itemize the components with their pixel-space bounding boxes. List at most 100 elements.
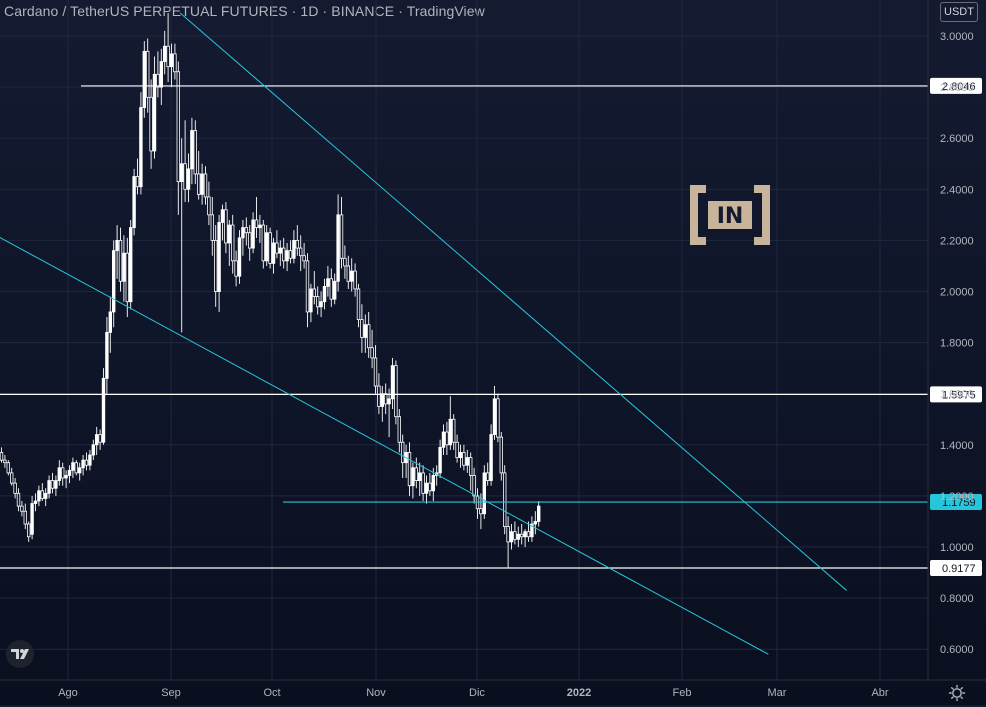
y-tick-label: 1.2000 <box>940 491 974 503</box>
candle-body-up <box>509 531 514 543</box>
candle <box>220 204 225 241</box>
settings-gear-icon[interactable] <box>948 684 966 702</box>
candle-body-up <box>57 467 61 481</box>
candle <box>407 442 412 496</box>
candle-body-up <box>319 301 323 308</box>
candle <box>200 163 204 205</box>
candle-body-up <box>285 250 289 262</box>
candle <box>132 168 136 236</box>
x-tick-label: Sep <box>161 687 181 699</box>
candle-body-down <box>193 130 197 175</box>
candle <box>349 258 354 292</box>
candle-body-up <box>67 469 72 476</box>
candle-body-down <box>373 357 378 387</box>
candle-body-down <box>496 398 500 438</box>
candle-body-down <box>288 250 293 259</box>
x-tick-label: Feb <box>673 687 692 699</box>
candle-body-up <box>251 219 255 249</box>
candle <box>179 138 184 333</box>
candle <box>462 444 466 471</box>
candle-body-up <box>309 288 313 313</box>
candle-body-up <box>217 222 221 292</box>
candle-body-down <box>394 365 398 418</box>
candle <box>417 462 422 496</box>
candle-body-down <box>23 510 27 525</box>
candle-body-down <box>26 523 31 538</box>
candle-body-up <box>322 285 327 303</box>
currency-badge[interactable]: USDT <box>940 2 978 22</box>
candle <box>530 516 534 542</box>
candle-body-down <box>145 50 150 98</box>
candle-body-down <box>499 436 503 474</box>
candle-body-down <box>513 531 517 540</box>
candle <box>156 51 160 98</box>
candle-body-down <box>173 53 177 73</box>
candle <box>40 483 44 502</box>
x-tick-label: Mar <box>768 687 787 699</box>
candle-body-down <box>281 247 286 262</box>
candle <box>346 255 350 289</box>
candle-body-down <box>370 347 374 359</box>
candle-body-down <box>20 505 24 512</box>
candle <box>67 465 72 484</box>
beincrypto-watermark: IN <box>688 183 772 247</box>
candle-body-up <box>108 311 112 333</box>
candle <box>468 452 473 491</box>
candle-body-up <box>448 418 452 446</box>
candle-body-up <box>64 475 68 479</box>
candle <box>315 286 320 315</box>
candle <box>115 225 119 279</box>
candle <box>37 485 41 507</box>
tradingview-logo-icon[interactable] <box>6 640 34 668</box>
candle <box>326 265 330 297</box>
candle <box>169 43 174 88</box>
candle <box>149 79 153 169</box>
candle <box>485 462 490 486</box>
candle <box>196 150 201 200</box>
candle-body-down <box>445 431 449 446</box>
candle <box>377 373 381 415</box>
candle-body-up <box>139 107 143 188</box>
candle-body-up <box>162 45 167 62</box>
candle <box>373 345 378 394</box>
price-axis: 3.0000 2.8000 2.6000 2.4000 2.2000 2.0000 1.80… <box>927 0 974 680</box>
candle-body-down <box>383 393 388 405</box>
candle-body-down <box>346 265 350 282</box>
candle <box>356 283 361 328</box>
candle <box>298 235 303 272</box>
candle-body-up <box>431 475 435 492</box>
candle-body-up <box>128 227 133 303</box>
candle <box>312 271 316 305</box>
candle <box>343 245 347 279</box>
candle-body-up <box>326 278 330 287</box>
candle <box>224 202 228 254</box>
candle-body-up <box>78 467 82 474</box>
candle-body-up <box>271 242 276 264</box>
candle-body-up <box>264 232 269 262</box>
candle <box>244 217 248 246</box>
candle <box>526 521 531 542</box>
candle-body-down <box>339 214 344 259</box>
candle-body-down <box>397 416 401 443</box>
candle <box>363 314 367 353</box>
candle-body-up <box>105 331 109 379</box>
candle-body-down <box>13 482 17 494</box>
candle <box>380 386 384 422</box>
candle-body-down <box>356 288 361 321</box>
candle-body-down <box>118 239 123 282</box>
candle <box>237 230 242 284</box>
candle <box>230 214 235 274</box>
candle <box>91 439 95 461</box>
candle <box>366 311 371 358</box>
candle-body-down <box>16 492 21 507</box>
candle <box>394 360 398 425</box>
candle <box>13 478 17 499</box>
candle <box>496 393 500 443</box>
candle <box>421 465 425 502</box>
candle <box>30 495 34 540</box>
candle-body-down <box>295 239 299 249</box>
chart-title: Cardano / TetherUS PERPETUAL FUTURES · 1… <box>4 3 485 19</box>
candle-body-down <box>302 255 306 262</box>
candle <box>251 212 255 254</box>
